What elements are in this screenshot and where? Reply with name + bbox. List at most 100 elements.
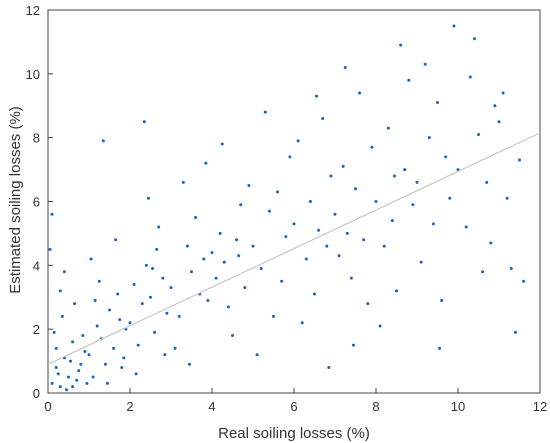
point xyxy=(112,346,116,350)
point xyxy=(114,238,118,242)
point xyxy=(71,385,75,389)
point xyxy=(69,359,73,363)
point xyxy=(181,180,185,184)
point xyxy=(157,225,161,229)
point xyxy=(247,184,251,188)
point xyxy=(73,302,77,306)
point xyxy=(321,117,325,121)
point xyxy=(497,120,501,124)
trend-line xyxy=(47,132,541,365)
point xyxy=(142,120,146,124)
point xyxy=(83,350,87,354)
point xyxy=(206,298,210,302)
point xyxy=(237,254,241,258)
point xyxy=(81,334,85,338)
point xyxy=(210,251,214,255)
point xyxy=(93,298,97,302)
point xyxy=(54,346,58,350)
point xyxy=(64,388,68,392)
point xyxy=(436,101,439,105)
point xyxy=(149,295,152,299)
point xyxy=(392,174,396,178)
point xyxy=(77,369,81,373)
point xyxy=(362,238,366,242)
point xyxy=(477,132,480,136)
point xyxy=(251,244,255,248)
point xyxy=(52,330,56,334)
point xyxy=(485,180,489,184)
point xyxy=(50,381,54,385)
point xyxy=(144,263,148,267)
point xyxy=(132,282,136,286)
point xyxy=(382,244,386,248)
point xyxy=(58,385,62,389)
point xyxy=(292,222,296,226)
point xyxy=(231,334,234,338)
point xyxy=(345,231,349,235)
point xyxy=(300,321,304,325)
point xyxy=(50,212,54,216)
point xyxy=(153,330,157,334)
point xyxy=(419,260,423,264)
point xyxy=(468,75,472,79)
point xyxy=(187,362,191,366)
x-tick-label: 0 xyxy=(44,399,51,414)
point xyxy=(101,139,105,143)
point xyxy=(85,381,89,385)
point xyxy=(399,43,403,47)
x-tick-label: 6 xyxy=(290,399,297,414)
point xyxy=(313,292,316,296)
point xyxy=(349,276,353,280)
point xyxy=(343,65,347,69)
point xyxy=(163,353,167,357)
x-tick-label: 8 xyxy=(372,399,379,414)
point xyxy=(194,215,198,219)
plot-frame xyxy=(47,9,541,394)
point xyxy=(354,187,357,191)
point xyxy=(75,378,79,382)
point xyxy=(464,225,468,229)
point xyxy=(128,321,132,325)
point xyxy=(54,365,58,369)
point xyxy=(395,289,398,293)
point xyxy=(79,362,83,366)
point xyxy=(448,196,452,200)
point xyxy=(243,286,247,290)
x-tick-label: 4 xyxy=(208,399,215,414)
point xyxy=(173,346,177,350)
y-tick-label: 0 xyxy=(33,386,40,401)
point xyxy=(386,126,390,130)
point xyxy=(185,244,189,248)
point xyxy=(366,302,370,306)
y-tick-label: 4 xyxy=(33,258,40,273)
point xyxy=(518,158,521,162)
point xyxy=(118,318,122,322)
point xyxy=(444,155,448,159)
point xyxy=(202,257,206,261)
point xyxy=(438,346,442,350)
point xyxy=(136,343,140,347)
x-tick-label: 12 xyxy=(533,399,547,414)
point xyxy=(456,168,460,172)
point xyxy=(116,292,120,296)
point xyxy=(263,110,267,114)
y-tick-label: 10 xyxy=(26,67,40,82)
point xyxy=(472,37,476,41)
point xyxy=(308,200,312,203)
point xyxy=(493,104,497,108)
point xyxy=(522,279,526,283)
point xyxy=(280,279,284,283)
point xyxy=(105,381,109,385)
point xyxy=(501,91,505,95)
point xyxy=(214,276,218,280)
point xyxy=(140,302,144,306)
y-tick-label: 8 xyxy=(33,131,40,146)
point xyxy=(222,260,226,264)
point xyxy=(351,343,355,347)
point xyxy=(169,286,173,290)
point xyxy=(87,353,91,357)
point xyxy=(296,139,300,143)
point xyxy=(120,365,124,369)
point xyxy=(411,203,415,207)
point xyxy=(267,209,271,213)
